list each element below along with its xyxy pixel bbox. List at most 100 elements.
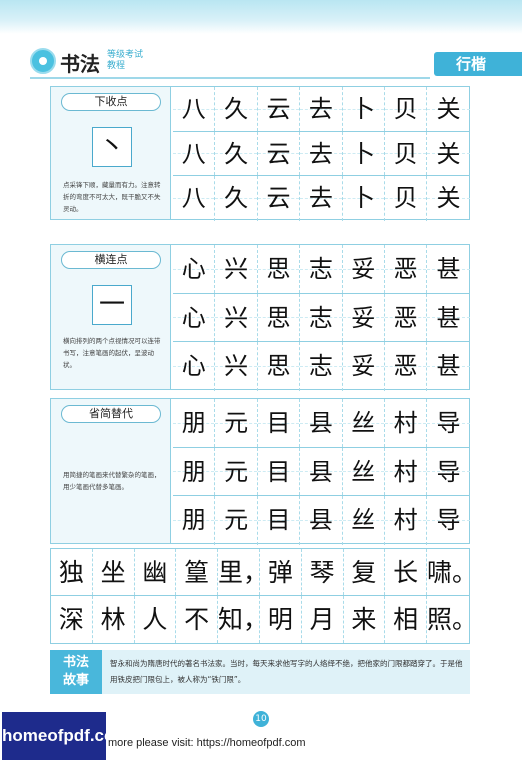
grid-cell: 志 bbox=[300, 342, 343, 391]
poem-cell: 人 bbox=[135, 596, 177, 643]
grid-row: 朋 元 目 县 丝 村 导 bbox=[173, 399, 471, 448]
grid-cell: 县 bbox=[300, 447, 343, 496]
calligraphy-story: 书法 故事 智永和尚为隋唐时代的著名书法家。当时，每天来求他写字的人络绎不绝，把… bbox=[50, 650, 470, 694]
grid-cell: 村 bbox=[384, 399, 428, 447]
poem-cell: 琴 bbox=[302, 549, 344, 595]
grid-cell: 目 bbox=[257, 447, 301, 496]
grid-row: 心 兴 思 志 妥 恶 甚 bbox=[173, 245, 471, 294]
brand-subtitle-line2: 教程 bbox=[107, 61, 126, 71]
grid-cell: 妥 bbox=[342, 342, 385, 391]
grid-cell: 恶 bbox=[384, 293, 428, 342]
stroke-panel-shengjiantidai: 省简替代 用简捷的笔画来代替繁杂的笔画，用少笔画代替多笔画。 朋 元 目 县 丝… bbox=[50, 398, 471, 545]
grid-cell: 心 bbox=[173, 293, 216, 342]
grid-cell: 思 bbox=[257, 293, 301, 342]
character-grid: 八 久 云 去 卜 贝 关 八 久 云 去 卜 贝 关 八 久 云 去 卜 贝 … bbox=[173, 87, 471, 221]
character-grid: 朋 元 目 县 丝 村 导 朋 元 目 县 丝 村 导 朋 元 目 县 丝 村 … bbox=[173, 399, 471, 545]
grid-row: 八 久 云 去 卜 贝 关 bbox=[173, 176, 471, 221]
poem-cell: 相 bbox=[385, 596, 427, 643]
poem-practice-grid: 独 坐 幽 篁 里， 弹 琴 复 长 啸。 深 林 人 不 知， 明 月 来 相… bbox=[50, 548, 478, 644]
grid-cell: 妥 bbox=[342, 293, 385, 342]
panel-note: 点采锋下顺，藏量而有力。注意转折的弯度不可太大，既干脆又不失灵动。 bbox=[63, 181, 161, 213]
grid-cell: 村 bbox=[384, 496, 428, 545]
poem-cell: 啸。 bbox=[427, 558, 478, 587]
stroke-sample: 一 bbox=[92, 285, 132, 325]
grid-cell: 村 bbox=[384, 447, 428, 496]
grid-cell: 八 bbox=[173, 131, 216, 176]
page-header: 书法 等级考试 教程 行楷 bbox=[30, 44, 522, 84]
panel-info: 省简替代 用简捷的笔画来代替繁杂的笔画，用少笔画代替多笔画。 bbox=[51, 399, 171, 543]
story-badge: 书法 故事 bbox=[50, 650, 102, 694]
logo-badge-icon bbox=[30, 48, 56, 74]
panel-info: 横连点 一 横向排列的两个点视情况可以连带书写，注意笔画的起伏，呈波动状。 bbox=[51, 245, 171, 389]
panel-note: 用简捷的笔画来代替繁杂的笔画，用少笔画代替多笔画。 bbox=[63, 471, 161, 491]
poem-cell: 深 bbox=[51, 596, 93, 643]
grid-cell: 关 bbox=[427, 132, 471, 176]
grid-cell: 卜 bbox=[342, 176, 385, 221]
panel-note: 横向排列的两个点视情况可以连带书写，注意笔画的起伏，呈波动状。 bbox=[63, 337, 161, 369]
brand-subtitle-line1: 等级考试 bbox=[107, 50, 144, 60]
section-tab: 行楷 bbox=[434, 52, 522, 76]
grid-cell: 思 bbox=[257, 245, 301, 293]
brand-title: 书法 bbox=[60, 52, 100, 76]
grid-cell: 恶 bbox=[384, 245, 428, 293]
poem-cell: 林 bbox=[93, 596, 135, 643]
grid-row: 心 兴 思 志 妥 恶 甚 bbox=[173, 342, 471, 391]
grid-cell: 八 bbox=[173, 176, 216, 221]
panel-title: 下收点 bbox=[61, 93, 161, 111]
footer-logo[interactable]: homeofpdf.com bbox=[2, 712, 130, 760]
grid-cell: 云 bbox=[257, 131, 301, 176]
grid-cell: 朋 bbox=[173, 399, 216, 447]
grid-cell: 元 bbox=[215, 496, 258, 545]
panel-info: 下收点 丶 点采锋下顺，藏量而有力。注意转折的弯度不可太大，既干脆又不失灵动。 bbox=[51, 87, 171, 219]
poem-cell: 独 bbox=[51, 549, 93, 595]
page-number: 10 bbox=[253, 711, 269, 727]
poem-row: 独 坐 幽 篁 里， 弹 琴 复 长 啸。 bbox=[51, 549, 478, 596]
grid-cell: 县 bbox=[300, 399, 343, 447]
poem-cell: 幽 bbox=[135, 549, 177, 595]
grid-cell: 兴 bbox=[215, 245, 258, 293]
poem-cell: 弹 bbox=[260, 549, 302, 595]
grid-cell: 导 bbox=[427, 399, 471, 447]
poem-cell: 不 bbox=[176, 596, 218, 643]
grid-row: 八 久 云 去 卜 贝 关 bbox=[173, 131, 471, 177]
poem-cell: 照。 bbox=[427, 605, 478, 634]
poem-cell: 里， bbox=[218, 549, 268, 595]
grid-cell: 妥 bbox=[342, 245, 385, 293]
footer-link[interactable]: more please visit: https://homeofpdf.com bbox=[108, 737, 306, 749]
top-decorative-band bbox=[0, 0, 522, 34]
poem-cell: 坐 bbox=[93, 549, 135, 595]
story-badge-line1: 书法 bbox=[62, 655, 89, 670]
panel-title: 省简替代 bbox=[61, 405, 161, 423]
grid-cell: 甚 bbox=[427, 294, 471, 342]
grid-cell: 丝 bbox=[342, 399, 385, 447]
grid-cell: 志 bbox=[300, 293, 343, 342]
poem-cell: 知， bbox=[218, 596, 268, 643]
grid-cell: 县 bbox=[300, 496, 343, 545]
grid-cell: 心 bbox=[173, 342, 216, 391]
grid-row: 朋 元 目 县 丝 村 导 bbox=[173, 496, 471, 545]
grid-cell: 兴 bbox=[215, 293, 258, 342]
header-divider bbox=[30, 77, 430, 79]
grid-cell: 久 bbox=[215, 131, 258, 176]
grid-cell: 元 bbox=[215, 447, 258, 496]
grid-cell: 志 bbox=[300, 245, 343, 293]
poem-cell: 来 bbox=[344, 596, 386, 643]
poem-cell: 月 bbox=[302, 596, 344, 643]
grid-cell: 贝 bbox=[384, 87, 428, 131]
grid-cell: 甚 bbox=[427, 342, 471, 391]
grid-cell: 目 bbox=[257, 399, 301, 447]
grid-cell: 去 bbox=[300, 87, 343, 131]
grid-cell: 朋 bbox=[173, 447, 216, 496]
stroke-panel-henglianDian: 横连点 一 横向排列的两个点视情况可以连带书写，注意笔画的起伏，呈波动状。 心 … bbox=[50, 244, 471, 391]
poem-cell: 明 bbox=[260, 596, 302, 643]
grid-cell: 丝 bbox=[342, 496, 385, 545]
grid-cell: 朋 bbox=[173, 496, 216, 545]
grid-cell: 关 bbox=[427, 87, 471, 131]
poem-cell: 篁 bbox=[176, 549, 218, 595]
stroke-panel-xiashoudian: 下收点 丶 点采锋下顺，藏量而有力。注意转折的弯度不可太大，既干脆又不失灵动。 … bbox=[50, 86, 471, 221]
grid-cell: 心 bbox=[173, 245, 216, 293]
grid-cell: 久 bbox=[215, 176, 258, 221]
grid-cell: 导 bbox=[427, 448, 471, 496]
character-grid: 心 兴 思 志 妥 恶 甚 心 兴 思 志 妥 恶 甚 心 兴 思 志 妥 恶 … bbox=[173, 245, 471, 391]
grid-cell: 卜 bbox=[342, 87, 385, 131]
